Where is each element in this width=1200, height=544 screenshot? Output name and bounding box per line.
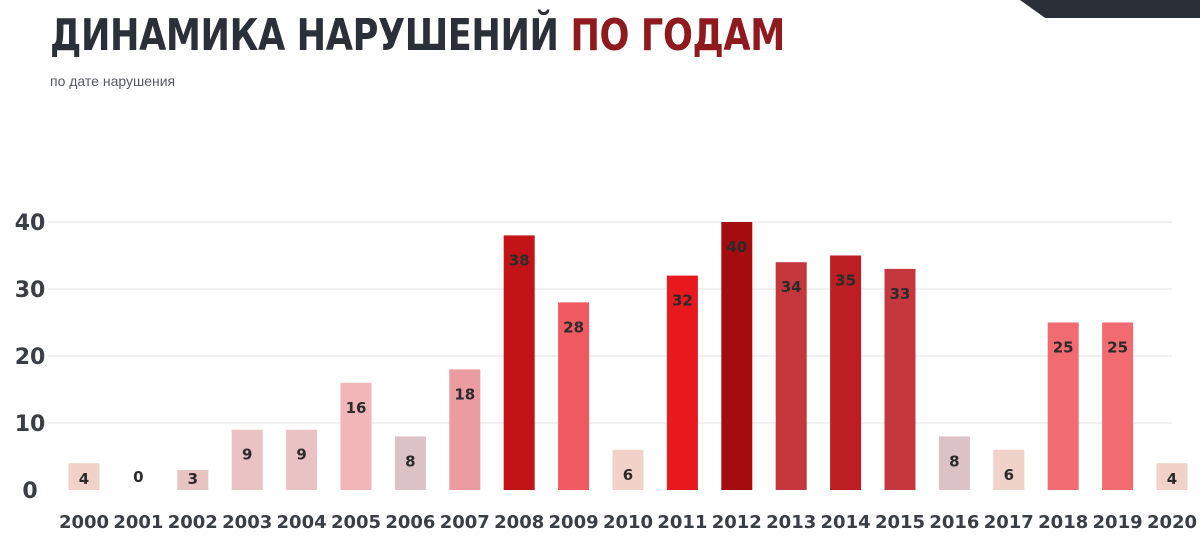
data-label-2018: 25	[1053, 339, 1074, 357]
x-tick-label-2014: 2014	[821, 512, 871, 533]
bar-2019	[1102, 322, 1134, 490]
data-label-2000: 4	[79, 470, 89, 488]
bar-2014	[830, 255, 862, 490]
corner-decoration	[1020, 0, 1200, 18]
title-part-accent: ПО ГОДАМ	[570, 10, 785, 61]
bar-2012	[721, 222, 753, 490]
bar-2004	[286, 429, 318, 490]
x-tick-label-2010: 2010	[603, 512, 653, 533]
x-tick-label-2000: 2000	[59, 512, 109, 533]
x-tick-label-2003: 2003	[222, 512, 272, 533]
x-tick-label-2002: 2002	[168, 512, 218, 533]
y-tick-label: 20	[15, 345, 46, 370]
chart-subtitle: по дате нарушения	[50, 73, 176, 89]
bar-2013	[775, 262, 807, 490]
y-tick-label: 10	[15, 412, 46, 437]
bar-2018	[1047, 322, 1079, 490]
bar-2010	[612, 449, 644, 490]
x-tick-label-2018: 2018	[1038, 512, 1088, 533]
data-label-2005: 16	[346, 399, 367, 417]
title-part-dark: ДИНАМИКА НАРУШЕНИЙ	[50, 10, 559, 61]
bar-2005	[340, 382, 372, 490]
x-tick-label-2005: 2005	[331, 512, 381, 533]
bar-2000	[68, 463, 100, 490]
x-tick-label-2011: 2011	[657, 512, 707, 533]
x-tick-label-2006: 2006	[385, 512, 435, 533]
bar-2020	[1156, 463, 1188, 490]
data-label-2014: 35	[835, 272, 856, 290]
data-label-2012: 40	[726, 238, 747, 256]
page-title: ДИНАМИКА НАРУШЕНИЙ ПО ГОДАМ	[50, 6, 785, 66]
x-tick-label-2007: 2007	[440, 512, 490, 533]
x-tick-label-2009: 2009	[549, 512, 599, 533]
bar-2017	[993, 449, 1025, 490]
x-tick-label-2019: 2019	[1093, 512, 1143, 533]
data-label-2009: 28	[563, 318, 584, 336]
data-label-2008: 38	[509, 251, 530, 269]
data-label-2015: 33	[890, 285, 911, 303]
data-label-2010: 6	[623, 466, 633, 484]
bar-2016	[938, 436, 970, 490]
x-tick-label-2020: 2020	[1147, 512, 1197, 533]
y-tick-label: 40	[15, 211, 46, 236]
bar-2006	[394, 436, 426, 490]
x-tick-label-2017: 2017	[984, 512, 1034, 533]
data-label-2011: 32	[672, 292, 693, 310]
x-tick-label-2001: 2001	[113, 512, 163, 533]
data-label-2002: 3	[188, 470, 198, 488]
bar-2009	[558, 302, 590, 490]
data-label-2013: 34	[781, 278, 802, 296]
data-label-2019: 25	[1107, 339, 1128, 357]
bar-2008	[503, 235, 535, 490]
data-label-2017: 6	[1004, 466, 1014, 484]
x-tick-label-2004: 2004	[277, 512, 327, 533]
bar-2015	[884, 268, 916, 490]
bar-2003	[231, 429, 263, 490]
x-tick-label-2015: 2015	[875, 512, 925, 533]
x-tick-label-2008: 2008	[494, 512, 544, 533]
data-label-2007: 18	[454, 385, 475, 403]
bar-2002	[177, 469, 209, 490]
y-tick-label: 30	[15, 278, 46, 303]
bar-2007	[449, 369, 481, 490]
x-tick-label-2012: 2012	[712, 512, 762, 533]
x-tick-label-2013: 2013	[766, 512, 816, 533]
data-label-2003: 9	[242, 446, 252, 464]
data-label-2004: 9	[296, 446, 306, 464]
data-label-2020: 4	[1167, 470, 1177, 488]
x-tick-label-2016: 2016	[929, 512, 979, 533]
bar-2011	[666, 275, 698, 490]
data-label-2001: 0	[133, 468, 143, 486]
data-label-2016: 8	[949, 452, 959, 470]
data-label-2006: 8	[405, 452, 415, 470]
y-tick-label: 0	[22, 479, 37, 504]
